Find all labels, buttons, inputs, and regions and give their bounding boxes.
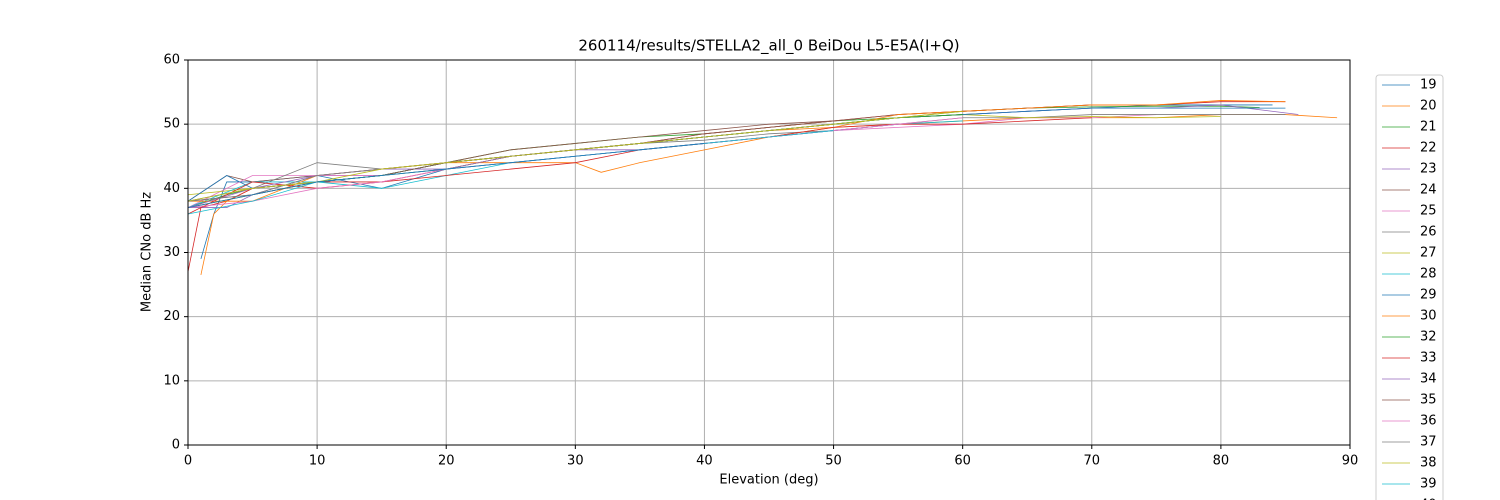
- x-tick-label: 70: [1084, 454, 1101, 469]
- legend-label: 39: [1420, 477, 1437, 492]
- legend-box: [1375, 74, 1444, 500]
- y-tick-label: 30: [163, 245, 180, 260]
- series-line: [200, 114, 1338, 276]
- legend-label: 22: [1420, 141, 1437, 156]
- series-line: [187, 104, 1092, 202]
- series-line: [187, 107, 1286, 202]
- legend-label: 32: [1420, 330, 1437, 345]
- legend-label: 29: [1420, 288, 1437, 303]
- series-line: [187, 117, 1092, 215]
- series-line: [187, 143, 705, 208]
- x-tick-label: 90: [1342, 454, 1359, 469]
- y-tick-label: 0: [172, 438, 180, 453]
- series-line: [187, 120, 834, 202]
- series-line: [188, 104, 1299, 208]
- chart-title: 260114/results/STELLA2_all_0 BeiDou L5-E…: [578, 37, 959, 56]
- series-line: [187, 105, 1260, 208]
- legend-label: 34: [1420, 372, 1437, 387]
- x-tick-label: 80: [1213, 454, 1230, 469]
- legend-label: 25: [1420, 204, 1437, 219]
- legend-label: 38: [1420, 456, 1437, 471]
- legend-label: 21: [1420, 120, 1437, 135]
- y-tick-label: 60: [163, 53, 180, 68]
- y-axis-label: Median CNo dB Hz: [140, 192, 155, 312]
- series-line: [187, 114, 1286, 202]
- x-tick-label: 10: [309, 454, 326, 469]
- legend-label: 26: [1420, 225, 1437, 240]
- plot-frame: [187, 59, 1351, 446]
- legend-label: 30: [1420, 309, 1437, 324]
- x-tick-label: 40: [696, 454, 713, 469]
- legend-label: 40: [1420, 498, 1437, 500]
- legend-label: 27: [1420, 246, 1437, 261]
- x-tick-label: 20: [438, 454, 455, 469]
- x-tick-label: 0: [184, 454, 192, 469]
- x-tick-label: 60: [954, 454, 971, 469]
- y-tick-label: 10: [163, 373, 180, 388]
- x-tick-label: 30: [567, 454, 584, 469]
- legend-label: 33: [1420, 351, 1437, 366]
- legend-label: 23: [1420, 162, 1437, 177]
- legend-label: 36: [1420, 414, 1437, 429]
- legend-label: 24: [1420, 183, 1437, 198]
- legend-label: 28: [1420, 267, 1437, 282]
- legend-label: 37: [1420, 435, 1437, 450]
- legend-label: 20: [1420, 99, 1437, 114]
- x-axis-label: Elevation (deg): [719, 473, 818, 488]
- legend-label: 35: [1420, 393, 1437, 408]
- x-tick-label: 50: [825, 454, 842, 469]
- y-tick-label: 50: [163, 117, 180, 132]
- series-line: [187, 114, 1157, 208]
- legend-label: 19: [1420, 78, 1437, 93]
- series-line: [188, 100, 1286, 202]
- y-tick-label: 40: [163, 181, 180, 196]
- y-tick-label: 20: [163, 309, 180, 324]
